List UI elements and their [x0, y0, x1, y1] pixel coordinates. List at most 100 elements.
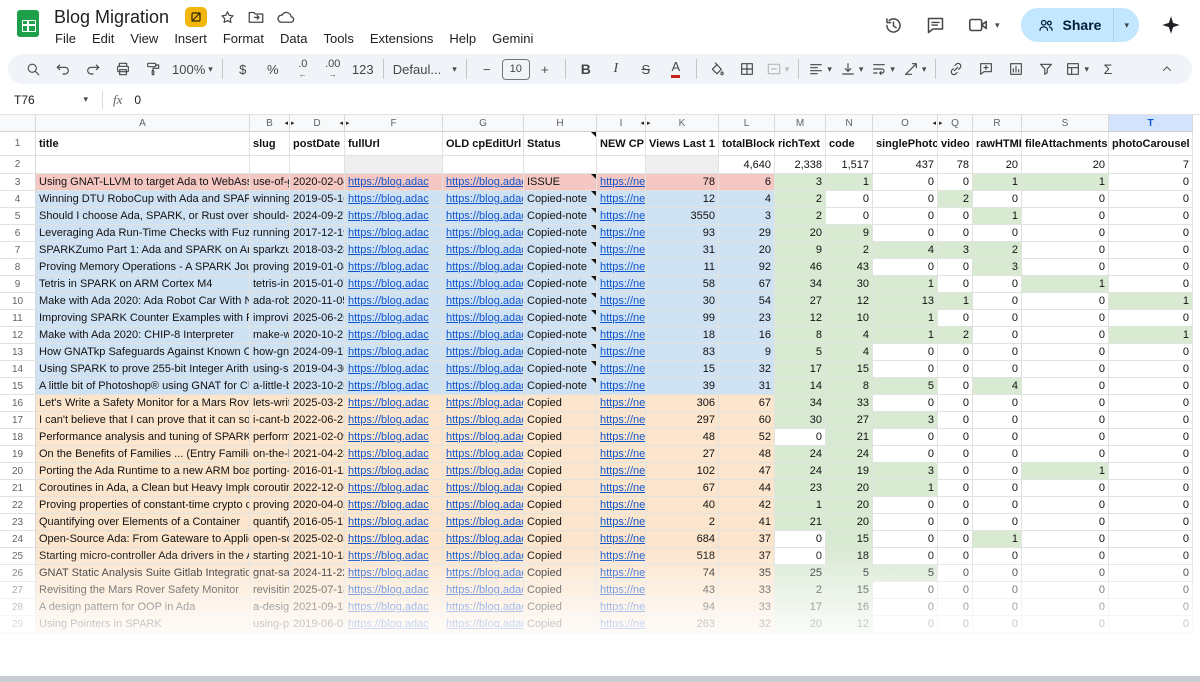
field-header-slug[interactable]: slug	[250, 132, 290, 156]
cell-A12[interactable]: Make with Ada 2020: CHIP-8 Interpreter	[36, 327, 250, 344]
cell-A24[interactable]: Open-Source Ada: From Gateware to Applic	[36, 531, 250, 548]
cell-D6[interactable]: 2017-12-19	[290, 225, 345, 242]
table-views-button[interactable]: ▾	[1061, 57, 1093, 81]
cell-T17[interactable]: 0	[1109, 412, 1193, 429]
cell-N5[interactable]: 0	[826, 208, 873, 225]
cell-N21[interactable]: 20	[826, 480, 873, 497]
cell-R29[interactable]: 0	[973, 616, 1022, 633]
cell-M24[interactable]: 0	[775, 531, 826, 548]
cell-H20[interactable]: Copied	[524, 463, 597, 480]
cell-S9[interactable]: 1	[1022, 276, 1109, 293]
cell-I28[interactable]: https://new	[597, 599, 646, 616]
cell-M7[interactable]: 9	[775, 242, 826, 259]
cell-M11[interactable]: 12	[775, 310, 826, 327]
cell-M5[interactable]: 2	[775, 208, 826, 225]
cell-Q19[interactable]: 0	[938, 446, 973, 463]
cell-D27[interactable]: 2025-07-18	[290, 582, 345, 599]
cell-I3[interactable]: https://new	[597, 174, 646, 191]
cell-S7[interactable]: 0	[1022, 242, 1109, 259]
cell-G26[interactable]: https://blog.adac	[443, 565, 524, 582]
cell-K8[interactable]: 11	[646, 259, 719, 276]
cell-F16[interactable]: https://blog.adac	[345, 395, 443, 412]
cell-B9[interactable]: tetris-in-s	[250, 276, 290, 293]
cell-F7[interactable]: https://blog.adac	[345, 242, 443, 259]
cell-I29[interactable]: https://new	[597, 616, 646, 633]
cell-O12[interactable]: 1	[873, 327, 938, 344]
cell-D17[interactable]: 2022-06-23	[290, 412, 345, 429]
cell-B6[interactable]: running-a	[250, 225, 290, 242]
cell-G20[interactable]: https://blog.adac	[443, 463, 524, 480]
cell-S23[interactable]: 0	[1022, 514, 1109, 531]
cell-K17[interactable]: 297	[646, 412, 719, 429]
cell-F10[interactable]: https://blog.adac	[345, 293, 443, 310]
cell-H8[interactable]: Copied-note	[524, 259, 597, 276]
cell-L17[interactable]: 60	[719, 412, 775, 429]
cell-O6[interactable]: 0	[873, 225, 938, 242]
cell-B16[interactable]: lets-write-	[250, 395, 290, 412]
cell-M28[interactable]: 17	[775, 599, 826, 616]
cell-M20[interactable]: 24	[775, 463, 826, 480]
cell-R13[interactable]: 0	[973, 344, 1022, 361]
row-number[interactable]: 16	[0, 395, 36, 412]
cell-I25[interactable]: https://new	[597, 548, 646, 565]
cell-D23[interactable]: 2016-05-17	[290, 514, 345, 531]
total-cell-oldCp[interactable]	[443, 156, 524, 174]
cell-Q10[interactable]: 1	[938, 293, 973, 310]
cell-O23[interactable]: 0	[873, 514, 938, 531]
cell-O15[interactable]: 5	[873, 378, 938, 395]
zoom-select[interactable]: 100% ▾	[168, 57, 217, 81]
cell-T8[interactable]: 0	[1109, 259, 1193, 276]
cell-Q20[interactable]: 0	[938, 463, 973, 480]
row-number[interactable]: 14	[0, 361, 36, 378]
column-header-Q[interactable]: Q▸	[938, 115, 973, 132]
field-header-photo[interactable]: singlePhoto	[873, 132, 938, 156]
cell-F3[interactable]: https://blog.adac	[345, 174, 443, 191]
cell-B21[interactable]: coroutines	[250, 480, 290, 497]
cell-A11[interactable]: Improving SPARK Counter Examples with F	[36, 310, 250, 327]
cell-M9[interactable]: 34	[775, 276, 826, 293]
cell-I9[interactable]: https://new	[597, 276, 646, 293]
menu-file[interactable]: File	[47, 30, 84, 47]
insert-chart-button[interactable]	[1001, 57, 1031, 81]
more-formats-button[interactable]: 123	[348, 57, 378, 81]
cell-D13[interactable]: 2024-09-17	[290, 344, 345, 361]
cell-G3[interactable]: https://blog.adac	[443, 174, 524, 191]
cell-K16[interactable]: 306	[646, 395, 719, 412]
row-number[interactable]: 29	[0, 616, 36, 633]
cell-B5[interactable]: should-i-c	[250, 208, 290, 225]
column-header-S[interactable]: S	[1022, 115, 1109, 132]
cell-K23[interactable]: 2	[646, 514, 719, 531]
cell-N28[interactable]: 16	[826, 599, 873, 616]
total-cell-raw[interactable]: 20	[973, 156, 1022, 174]
cell-B11[interactable]: improving	[250, 310, 290, 327]
cell-O14[interactable]: 0	[873, 361, 938, 378]
cell-O9[interactable]: 1	[873, 276, 938, 293]
cell-A6[interactable]: Leveraging Ada Run-Time Checks with Fuz	[36, 225, 250, 242]
cell-N23[interactable]: 20	[826, 514, 873, 531]
font-select[interactable]: Defaul... ▾	[389, 57, 461, 81]
cell-H13[interactable]: Copied-note	[524, 344, 597, 361]
cell-L25[interactable]: 37	[719, 548, 775, 565]
cell-F5[interactable]: https://blog.adac	[345, 208, 443, 225]
hidden-column-expand-icon[interactable]: ◂	[339, 119, 343, 127]
field-header-views[interactable]: Views Last 1	[646, 132, 719, 156]
cell-L11[interactable]: 23	[719, 310, 775, 327]
cell-K21[interactable]: 67	[646, 480, 719, 497]
cell-L21[interactable]: 44	[719, 480, 775, 497]
field-header-title[interactable]: title	[36, 132, 250, 156]
cell-N16[interactable]: 33	[826, 395, 873, 412]
cell-F19[interactable]: https://blog.adac	[345, 446, 443, 463]
cell-G12[interactable]: https://blog.adac	[443, 327, 524, 344]
format-currency-button[interactable]: $	[228, 57, 258, 81]
gemini-sparkle-icon[interactable]	[1160, 14, 1182, 36]
fill-color-button[interactable]	[702, 57, 732, 81]
menu-gemini[interactable]: Gemini	[484, 30, 541, 47]
cell-G11[interactable]: https://blog.adac	[443, 310, 524, 327]
cell-M18[interactable]: 0	[775, 429, 826, 446]
cell-H17[interactable]: Copied	[524, 412, 597, 429]
cell-Q6[interactable]: 0	[938, 225, 973, 242]
row-number[interactable]: 3	[0, 174, 36, 191]
filter-button[interactable]	[1031, 57, 1061, 81]
row-number[interactable]: 19	[0, 446, 36, 463]
cell-K27[interactable]: 43	[646, 582, 719, 599]
